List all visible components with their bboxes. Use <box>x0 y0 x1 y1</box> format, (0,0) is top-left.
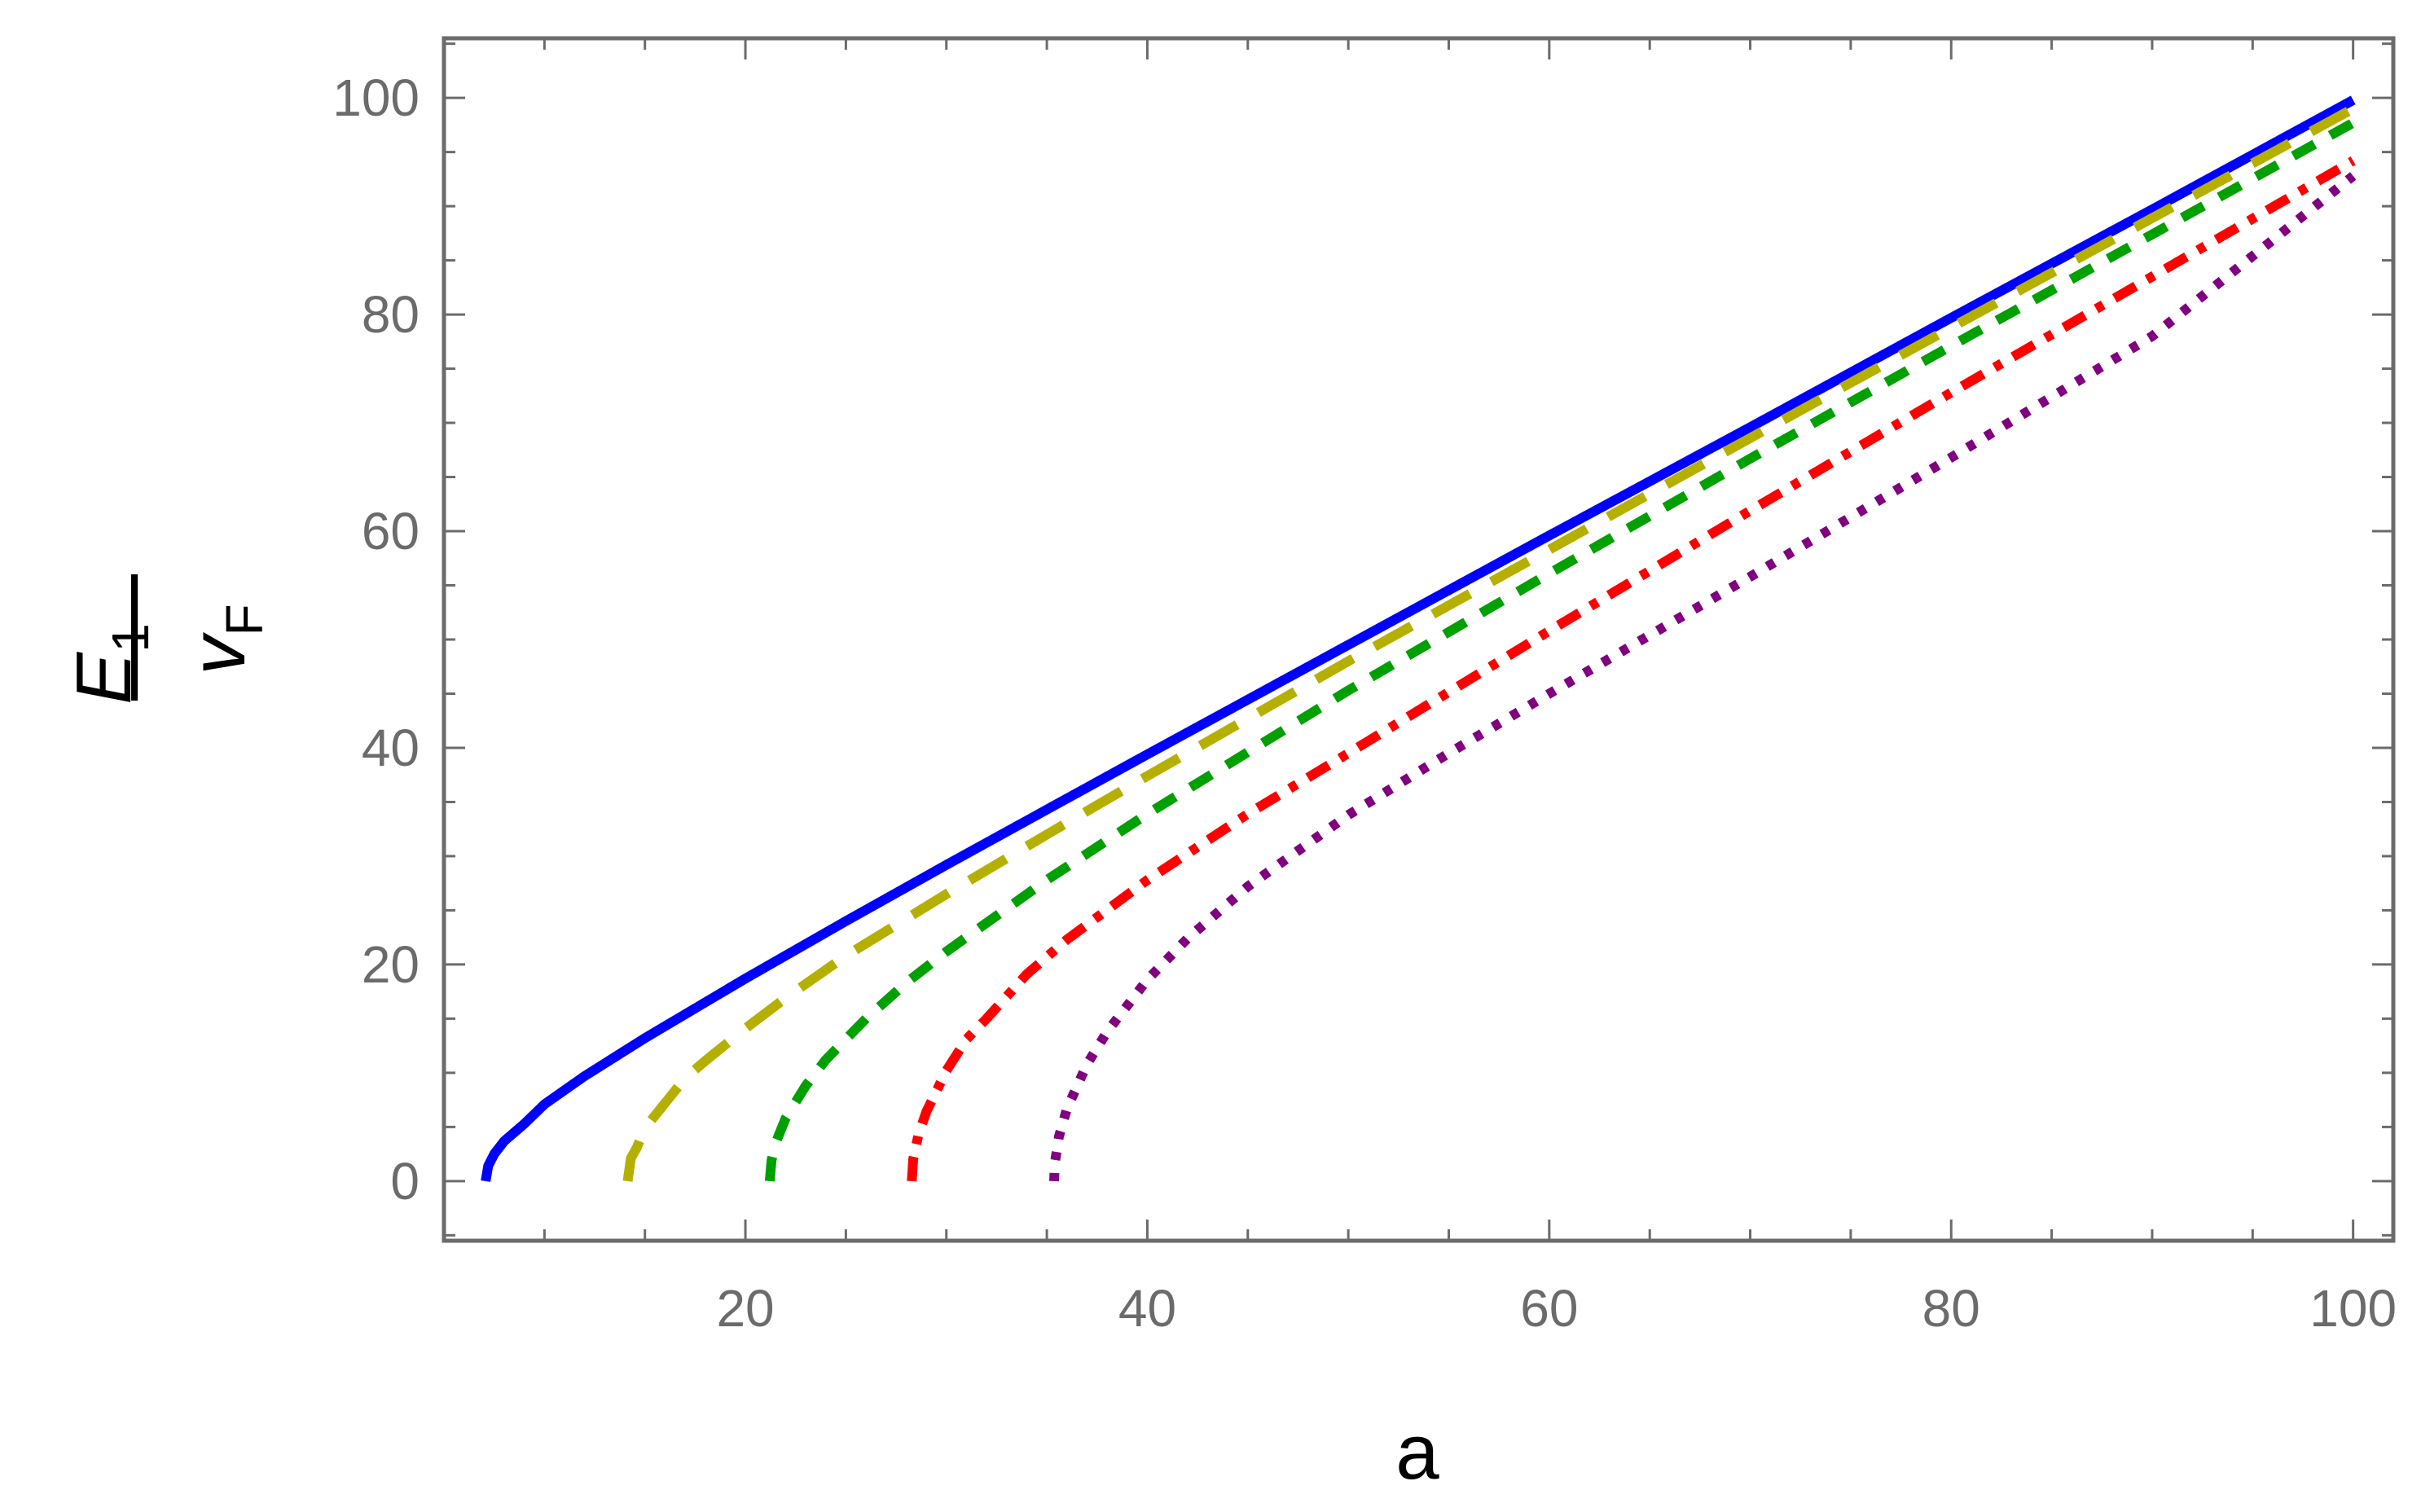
series-lines <box>481 95 2357 1182</box>
x-tick-label: 60 <box>1520 1279 1578 1338</box>
series-line-dot <box>1049 172 2357 1182</box>
x-axis-title: a <box>1395 1409 1439 1496</box>
y-tick-label: 0 <box>390 1152 420 1211</box>
plot-border <box>442 36 2396 1243</box>
y-tick-label: 60 <box>362 502 420 560</box>
plot-frame <box>442 36 2396 1243</box>
x-tick-label: 20 <box>716 1279 774 1338</box>
y-axis-numerator-sub: 1 <box>101 623 160 653</box>
series-line-dash <box>764 118 2356 1182</box>
y-tick-label: 100 <box>332 68 420 127</box>
y-axis-denominator-base: v <box>174 632 261 675</box>
y-axis-numerator: E1 <box>60 623 160 705</box>
tick-labels: 20 40 60 80 100 0 20 40 60 80 100 <box>332 68 2397 1338</box>
tick-marks <box>442 38 2393 1241</box>
x-tick-label: 100 <box>2309 1279 2397 1338</box>
series-line-solid <box>481 95 2356 1182</box>
y-axis-denominator: vF <box>174 604 274 675</box>
x-tick-label: 80 <box>1922 1279 1980 1338</box>
y-tick-label: 80 <box>362 285 420 344</box>
x-tick-label: 40 <box>1118 1279 1176 1338</box>
y-axis-denominator-sub: F <box>215 604 274 635</box>
y-tick-label: 40 <box>362 719 420 777</box>
y-axis-title: E1 vF <box>60 574 274 705</box>
series-line-dash-dot <box>907 156 2356 1182</box>
y-tick-label: 20 <box>362 935 420 994</box>
series-line-long-dash <box>622 104 2356 1182</box>
